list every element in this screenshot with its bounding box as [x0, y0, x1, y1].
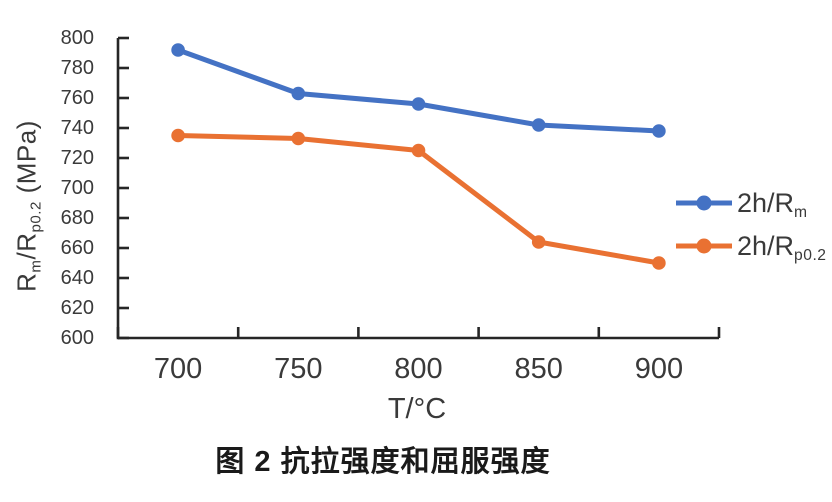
legend-item: 2h/Rp0.2 [676, 227, 827, 265]
line-chart-canvas [116, 36, 721, 340]
y-tick-label: 740 [60, 117, 94, 139]
y-tick-label: 680 [60, 207, 94, 229]
y-tick-label: 760 [60, 87, 94, 109]
legend-line-marker-icon [676, 238, 732, 254]
y-tick-label: 640 [60, 267, 94, 289]
legend-line-marker-icon [676, 195, 732, 211]
figure-caption: 图 2 抗拉强度和屈服强度 [215, 446, 551, 478]
x-axis-title: T/°C [387, 393, 447, 425]
legend-item: 2h/Rm [676, 184, 808, 222]
y-tick-label: 620 [60, 297, 94, 319]
y-tick-label: 780 [60, 57, 94, 79]
y-tick-label: 720 [60, 147, 94, 169]
x-tick-label: 700 [153, 353, 203, 385]
legend-label: 2h/Rm [737, 187, 808, 221]
y-tick-label: 600 [60, 327, 94, 349]
x-tick-label: 900 [634, 353, 684, 385]
x-tick-label: 850 [514, 353, 563, 385]
x-tick-label: 750 [274, 353, 323, 385]
y-tick-label: 800 [60, 27, 94, 49]
y-tick-label: 700 [60, 177, 94, 199]
y-axis-title: Rm/Rp0.2 (MPa) [11, 120, 45, 292]
x-tick-label: 800 [394, 353, 443, 385]
y-tick-label: 660 [60, 237, 94, 259]
legend-label: 2h/Rp0.2 [737, 230, 827, 264]
